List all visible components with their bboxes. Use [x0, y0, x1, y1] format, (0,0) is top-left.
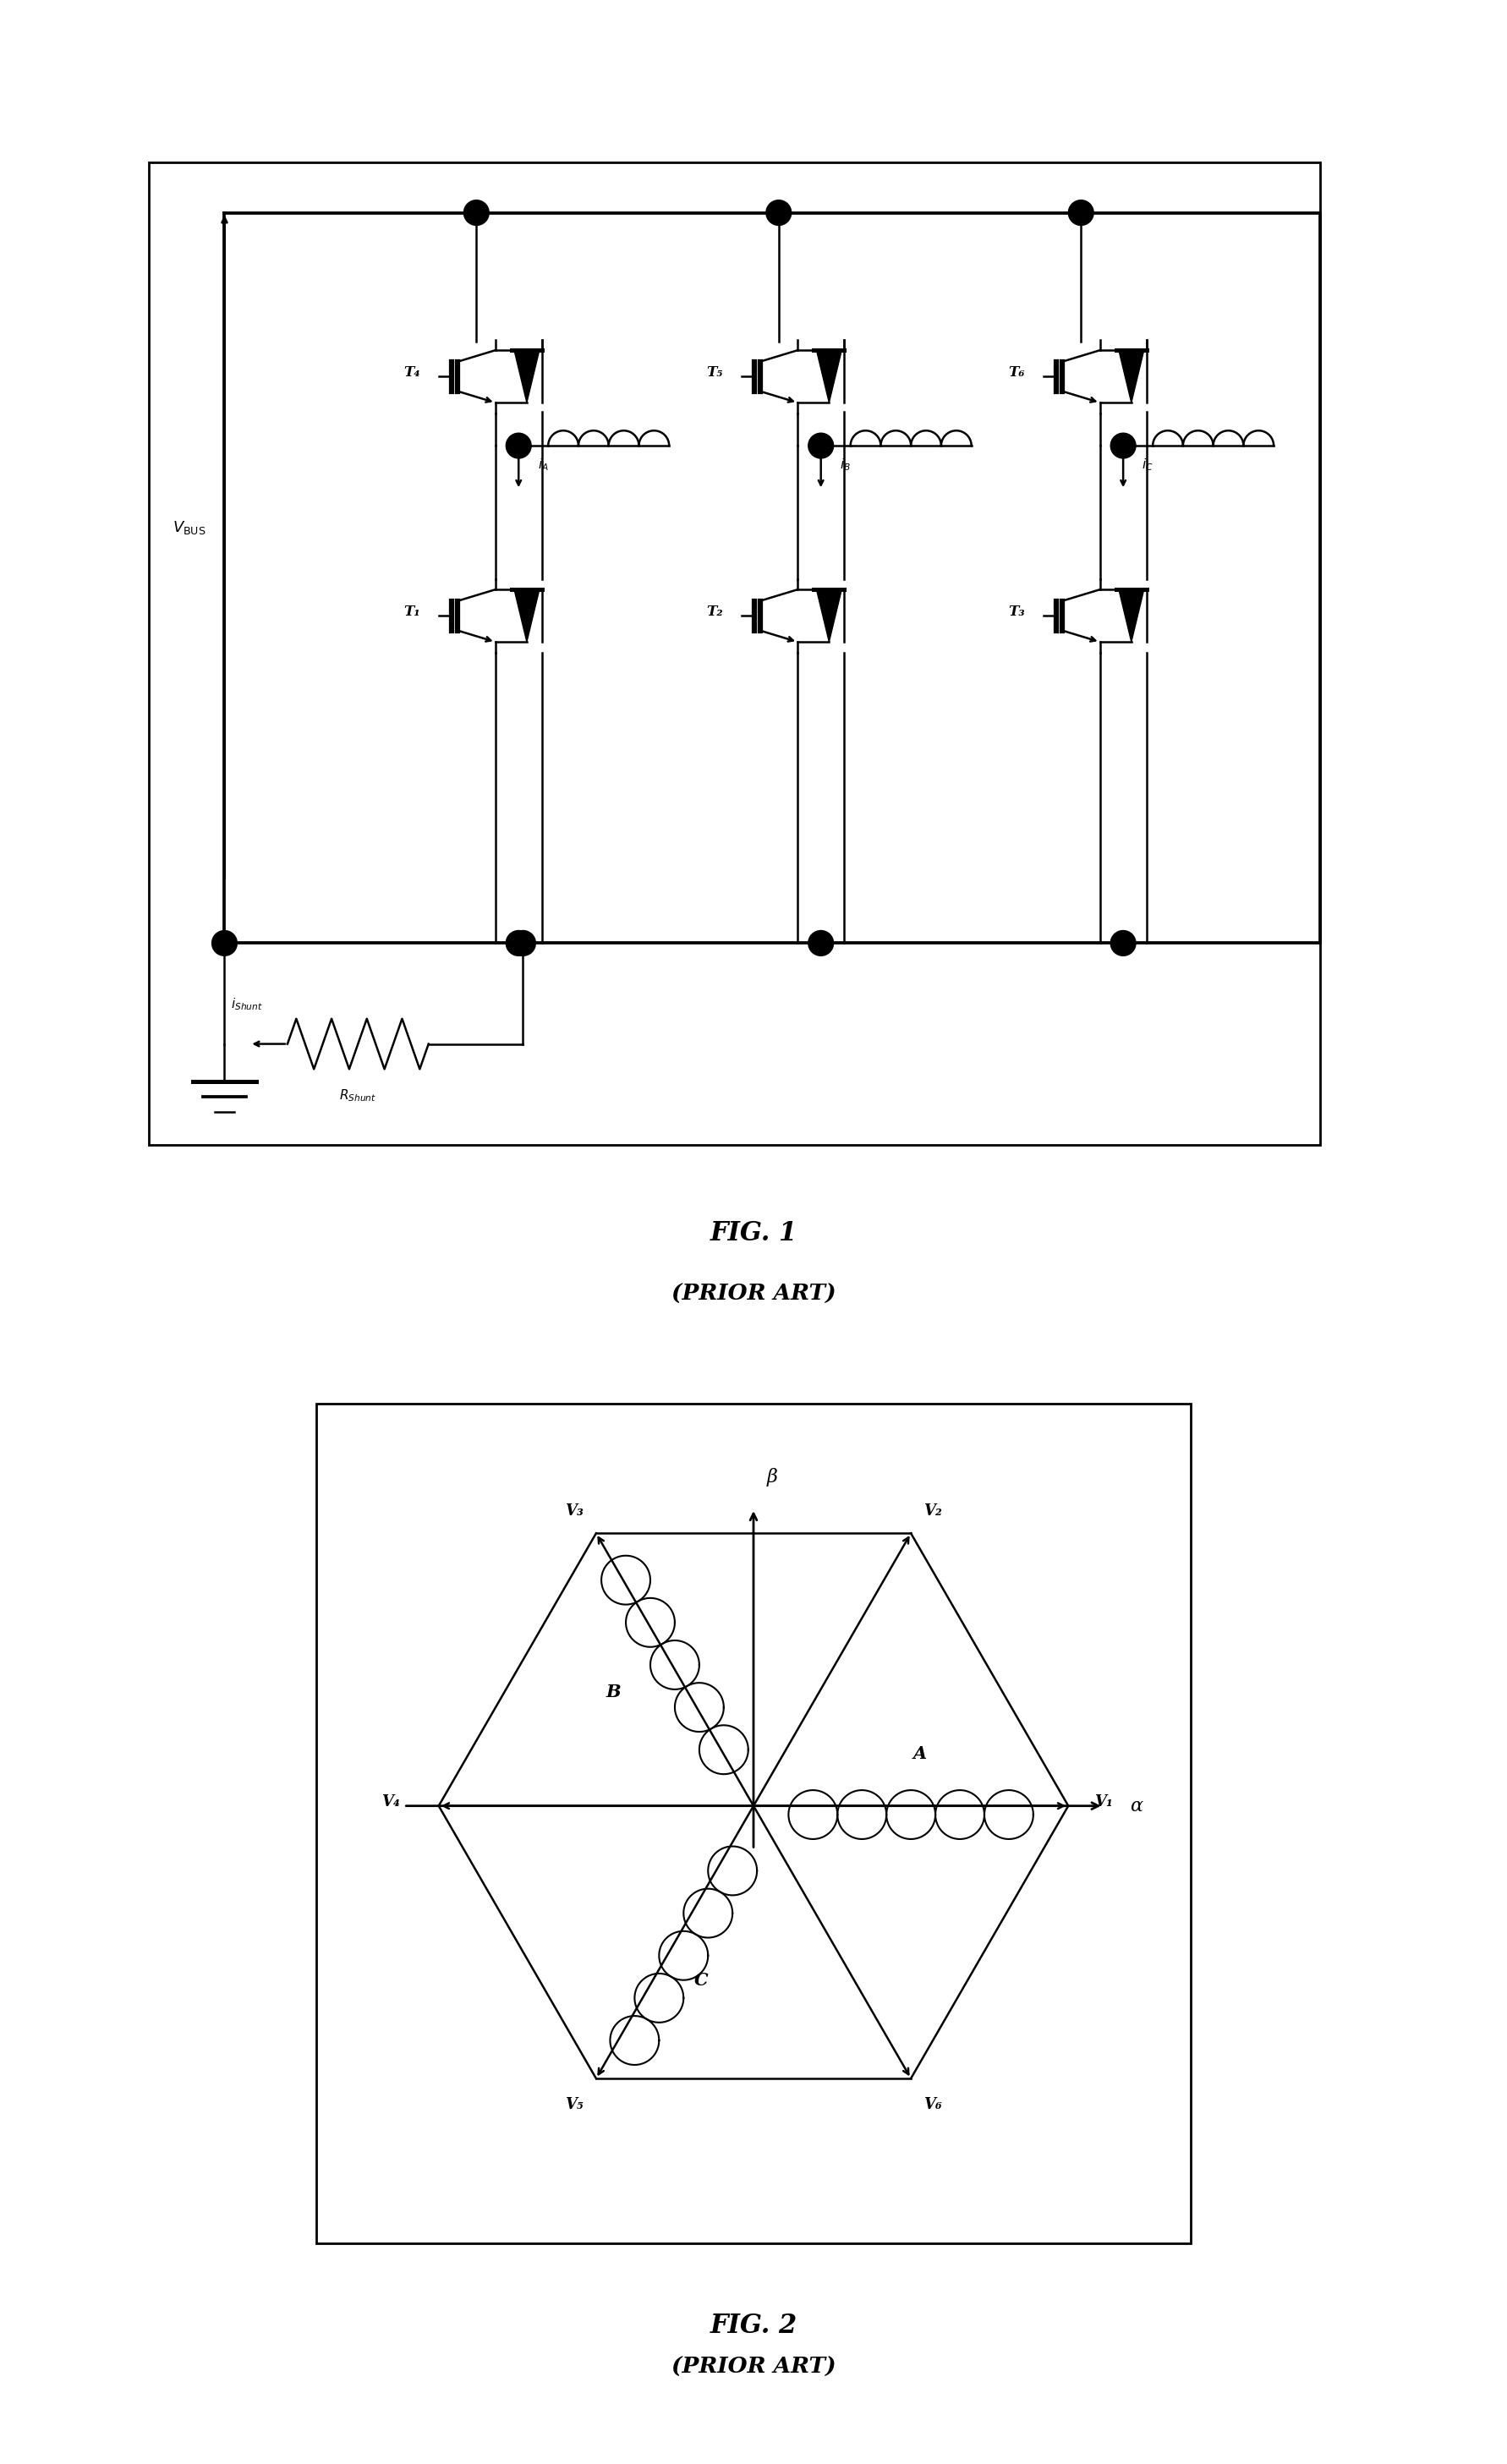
Circle shape — [1111, 931, 1136, 956]
Circle shape — [766, 200, 791, 224]
Polygon shape — [514, 589, 540, 643]
Text: α: α — [1130, 1796, 1142, 1816]
Text: $i_A$: $i_A$ — [538, 456, 549, 473]
Text: $R_{Shunt}$: $R_{Shunt}$ — [339, 1089, 377, 1104]
Text: T₁: T₁ — [404, 604, 420, 618]
Polygon shape — [817, 350, 842, 402]
Text: T₆: T₆ — [1008, 365, 1025, 379]
Text: V₂: V₂ — [924, 1503, 942, 1518]
Text: FIG. 2: FIG. 2 — [710, 2314, 797, 2338]
Polygon shape — [1118, 350, 1144, 402]
Text: β: β — [767, 1469, 778, 1486]
Text: $i_C$: $i_C$ — [1142, 456, 1153, 473]
Text: A: A — [913, 1745, 927, 1762]
Text: $V_{\mathrm{BUS}}$: $V_{\mathrm{BUS}}$ — [172, 520, 205, 537]
Text: FIG. 1: FIG. 1 — [710, 1220, 797, 1247]
Circle shape — [808, 931, 833, 956]
Circle shape — [212, 931, 237, 956]
Bar — [149, 163, 1320, 1146]
Text: $i_{Shunt}$: $i_{Shunt}$ — [231, 995, 262, 1013]
Circle shape — [808, 434, 833, 458]
Circle shape — [506, 931, 530, 956]
Text: C: C — [695, 1971, 708, 1988]
Text: V₆: V₆ — [924, 2097, 942, 2112]
Text: T₅: T₅ — [707, 365, 723, 379]
Text: V₄: V₄ — [381, 1794, 399, 1809]
Text: B: B — [606, 1683, 621, 1700]
Circle shape — [464, 200, 488, 224]
Circle shape — [1068, 200, 1094, 224]
Circle shape — [511, 931, 535, 956]
Circle shape — [506, 434, 530, 458]
Text: T₂: T₂ — [707, 604, 723, 618]
Polygon shape — [514, 350, 540, 402]
Text: T₃: T₃ — [1008, 604, 1025, 618]
Circle shape — [1111, 434, 1136, 458]
Text: T₄: T₄ — [404, 365, 420, 379]
Text: V₃: V₃ — [565, 1503, 583, 1518]
Polygon shape — [817, 589, 842, 643]
Text: $i_B$: $i_B$ — [839, 456, 850, 473]
Text: (PRIOR ART): (PRIOR ART) — [671, 2356, 836, 2378]
Text: V₅: V₅ — [565, 2097, 583, 2112]
Polygon shape — [1118, 589, 1144, 643]
Text: (PRIOR ART): (PRIOR ART) — [671, 1284, 836, 1303]
Bar — [316, 1404, 1191, 2242]
Text: V₁: V₁ — [1094, 1794, 1112, 1809]
